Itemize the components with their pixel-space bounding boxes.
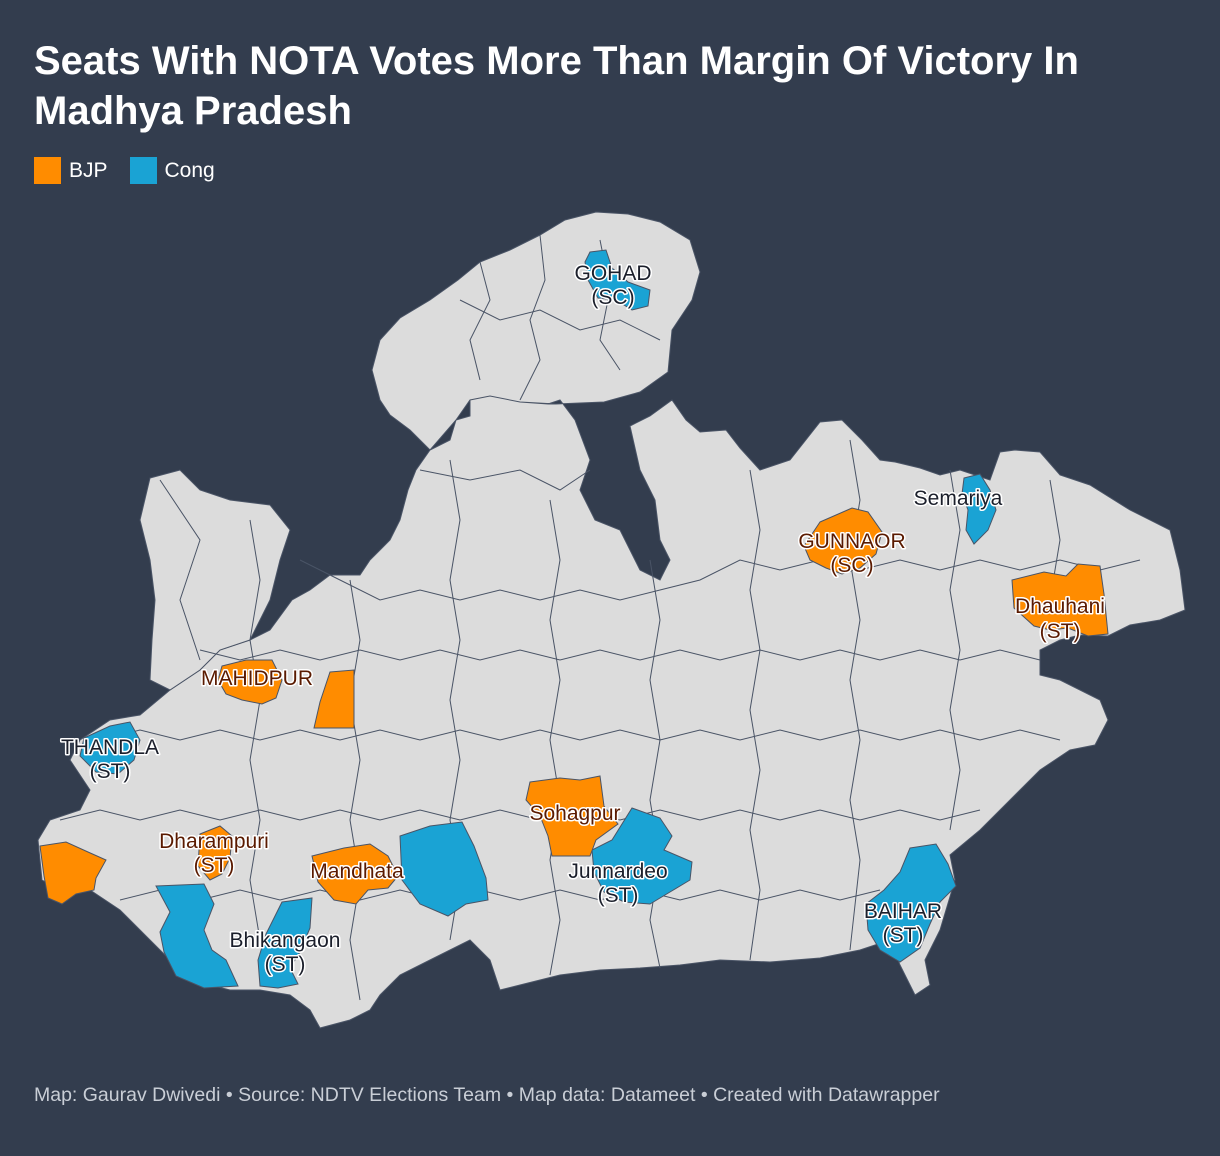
seat-semariya[interactable] (961, 473, 997, 545)
seat-khargone-south[interactable] (155, 883, 239, 989)
label-dhauhani: Dhauhani (1015, 595, 1105, 618)
seat-dharampuri[interactable] (197, 825, 233, 881)
seat-mahidpur[interactable] (217, 659, 283, 705)
legend: BJP Cong (34, 157, 237, 184)
label-semariya: Semariya (914, 487, 1003, 510)
label-thandla-sub: (ST) (90, 760, 131, 783)
seat-gunnaor[interactable] (803, 507, 883, 575)
seat-mahidpur-east[interactable] (313, 669, 355, 729)
legend-item-cong: Cong (129, 157, 215, 184)
legend-item-bjp: BJP (34, 157, 108, 184)
label-dhauhani-sub: (ST) (1040, 620, 1081, 643)
seat-labels: GOHAD (SC) Semariya GUNNAOR (SC) Dhauhan… (59, 261, 1106, 978)
chart-title: Seats With NOTA Votes More Than Margin O… (34, 39, 1079, 133)
state-outline (37, 211, 1186, 1029)
label-thandla: THANDLA (61, 736, 159, 759)
label-bhikangaon-sub: (ST) (265, 953, 306, 976)
label-junnardeo-sub: (ST) (598, 884, 639, 907)
label-baihar-sub: (ST) (883, 924, 924, 947)
bjp-seats (39, 507, 1109, 905)
legend-swatch-bjp (34, 157, 61, 184)
footer-credit: Map: Gaurav Dwivedi • Source: NDTV Elect… (34, 1084, 940, 1106)
seat-manawar[interactable] (39, 841, 107, 905)
label-sohagpur: Sohagpur (529, 802, 620, 825)
seat-mandhata-east[interactable] (399, 821, 489, 917)
label-dharampuri: Dharampuri (159, 830, 269, 853)
label-mandhata: Mandhata (310, 860, 404, 883)
label-gohad: GOHAD (574, 262, 651, 285)
label-junnardeo: Junnardeo (568, 860, 667, 883)
legend-swatch-cong (129, 157, 157, 184)
label-mahidpur: MAHIDPUR (201, 667, 313, 690)
seat-dhauhani[interactable] (1011, 563, 1109, 637)
seat-gohad[interactable] (584, 249, 651, 311)
cong-seats (79, 249, 997, 989)
seat-thandla[interactable] (79, 721, 141, 775)
seat-bhikangaon[interactable] (257, 897, 313, 989)
seat-baihar[interactable] (865, 843, 957, 963)
label-baihar: BAIHAR (864, 900, 942, 923)
label-gunnaor: GUNNAOR (798, 530, 905, 553)
seat-mandhata[interactable] (311, 843, 399, 905)
legend-label-cong: Cong (164, 158, 215, 182)
legend-label-bjp: BJP (69, 158, 108, 182)
label-bhikangaon: Bhikangaon (230, 929, 341, 952)
seat-sohagpur[interactable] (525, 775, 619, 857)
state-outline-west (139, 469, 291, 691)
seat-junnardeo[interactable] (591, 807, 693, 905)
label-gunnaor-sub: (SC) (830, 554, 873, 577)
label-dharampuri-sub: (ST) (194, 854, 235, 877)
label-gohad-sub: (SC) (591, 286, 634, 309)
